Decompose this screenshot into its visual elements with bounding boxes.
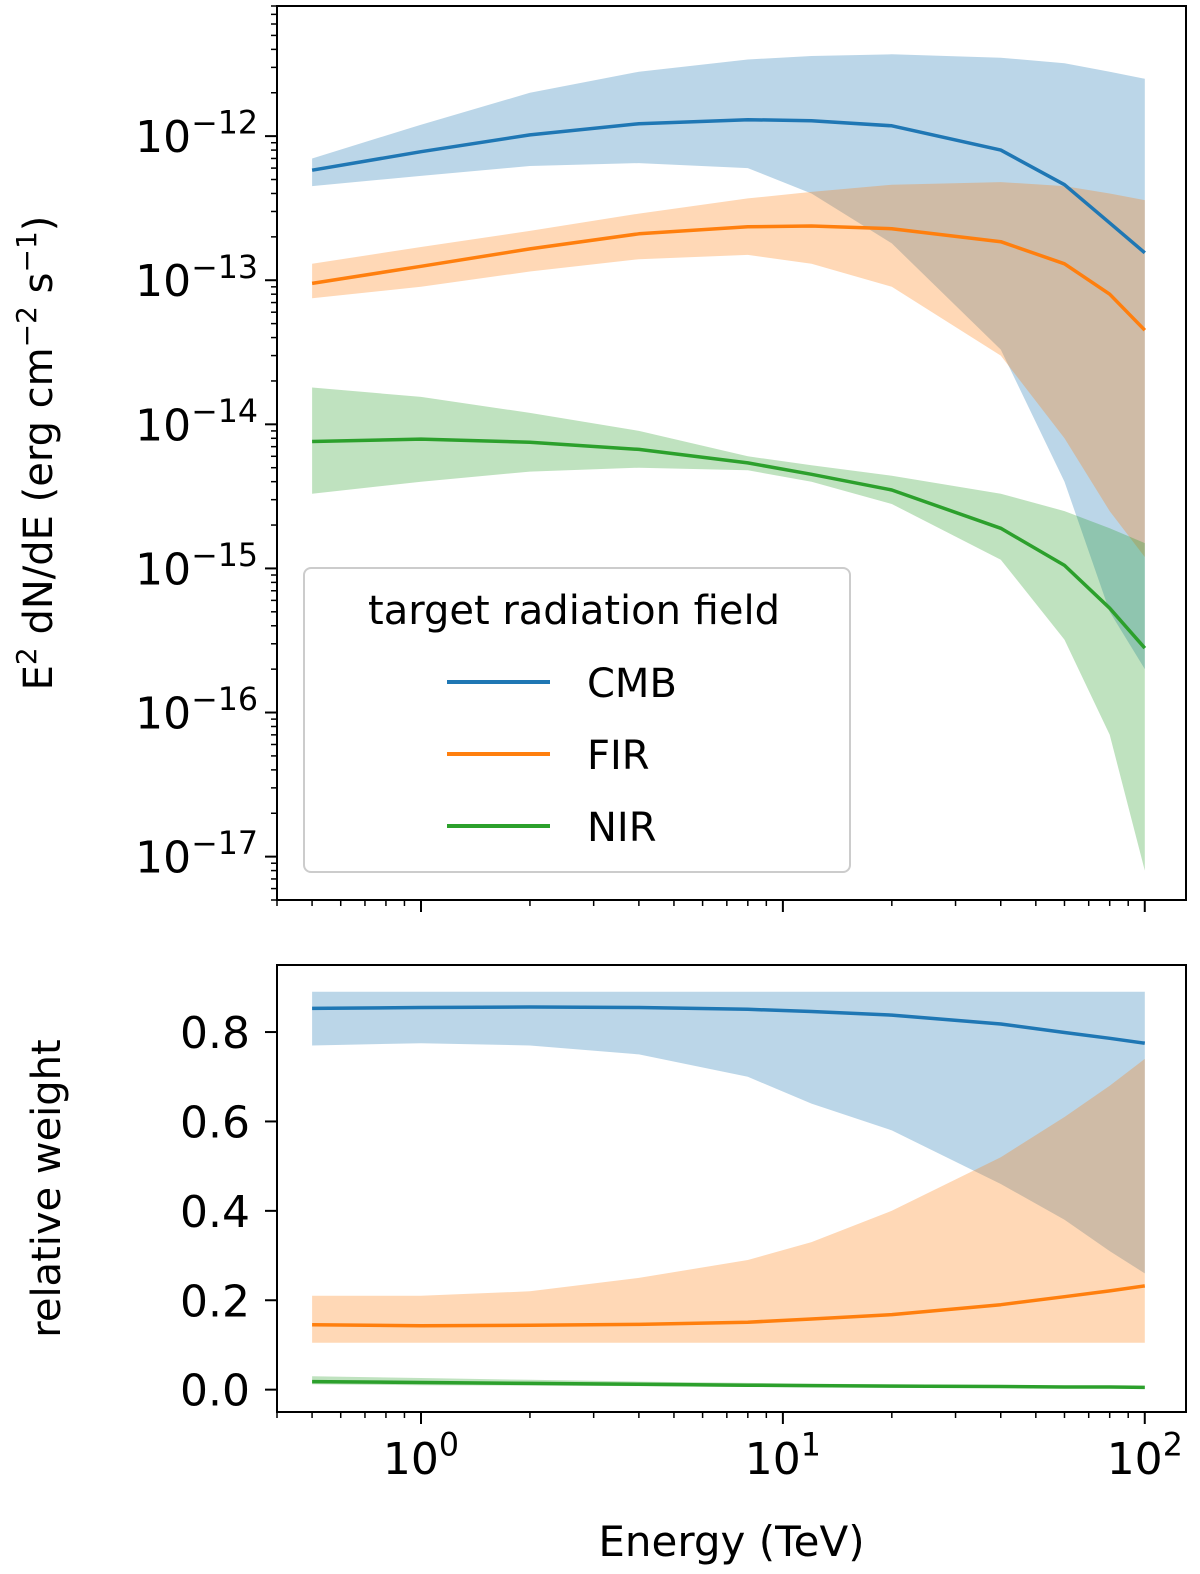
legend-label-cmb: CMB [587,661,677,707]
bottom-y-axis: 0.0 0.2 0.4 0.6 0.8 [180,1008,277,1417]
top-y-axis-label: E2 dN/dE (erg cm−2 s−1) [10,216,63,691]
y-tick-label: 10−16 [135,682,258,739]
y-tick-label: 0.0 [180,1366,250,1417]
line-fir [311,224,1147,332]
x-tick-label: 101 [745,1428,821,1485]
y-tick-label: 10−17 [135,826,258,883]
x-axis-label: Energy (TeV) [598,1517,864,1566]
line-cmb [312,1005,1146,1045]
legend-label-nir: NIR [587,805,657,851]
y-tick-label: 10−14 [135,394,258,451]
line-nir [312,1379,1145,1390]
top-plot-frame [276,5,1187,901]
line-fir [312,1284,1146,1328]
band-cmb [312,991,1145,1274]
bottom-plot-series [312,991,1146,1390]
y-tick-label: 10−12 [135,106,258,163]
y-tick-label: 0.8 [180,1008,250,1059]
line-cmb [311,117,1146,255]
y-tick-label: 0.4 [180,1187,250,1238]
band-nir [312,387,1145,871]
x-tick-label: 102 [1107,1428,1183,1485]
x-axis-ticks [276,900,1146,912]
legend-title: target radiation field [368,588,780,634]
band-fir [312,182,1145,557]
y-tick-label: 10−13 [135,250,258,307]
x-tick-label: 100 [383,1428,459,1485]
y-tick-label: 0.2 [180,1276,250,1327]
bottom-plot-frame [276,964,1187,1413]
line-nir [312,437,1147,650]
y-tick-label: 0.6 [180,1097,250,1148]
y-tick-label: 10−15 [135,538,258,595]
band-cmb [312,54,1145,670]
legend: target radiation field CMB FIR NIR [303,567,851,873]
legend-box [303,567,851,873]
x-axis-ticks: 100 101 102 [276,1412,1183,1485]
legend-label-fir: FIR [587,733,650,779]
band-fir [312,1058,1145,1343]
top-y-axis: 10−12 10−13 10−14 10−15 10−16 10−17 [135,5,277,901]
bottom-y-axis-label: relative weight [24,1039,70,1337]
top-plot-series [311,54,1147,871]
